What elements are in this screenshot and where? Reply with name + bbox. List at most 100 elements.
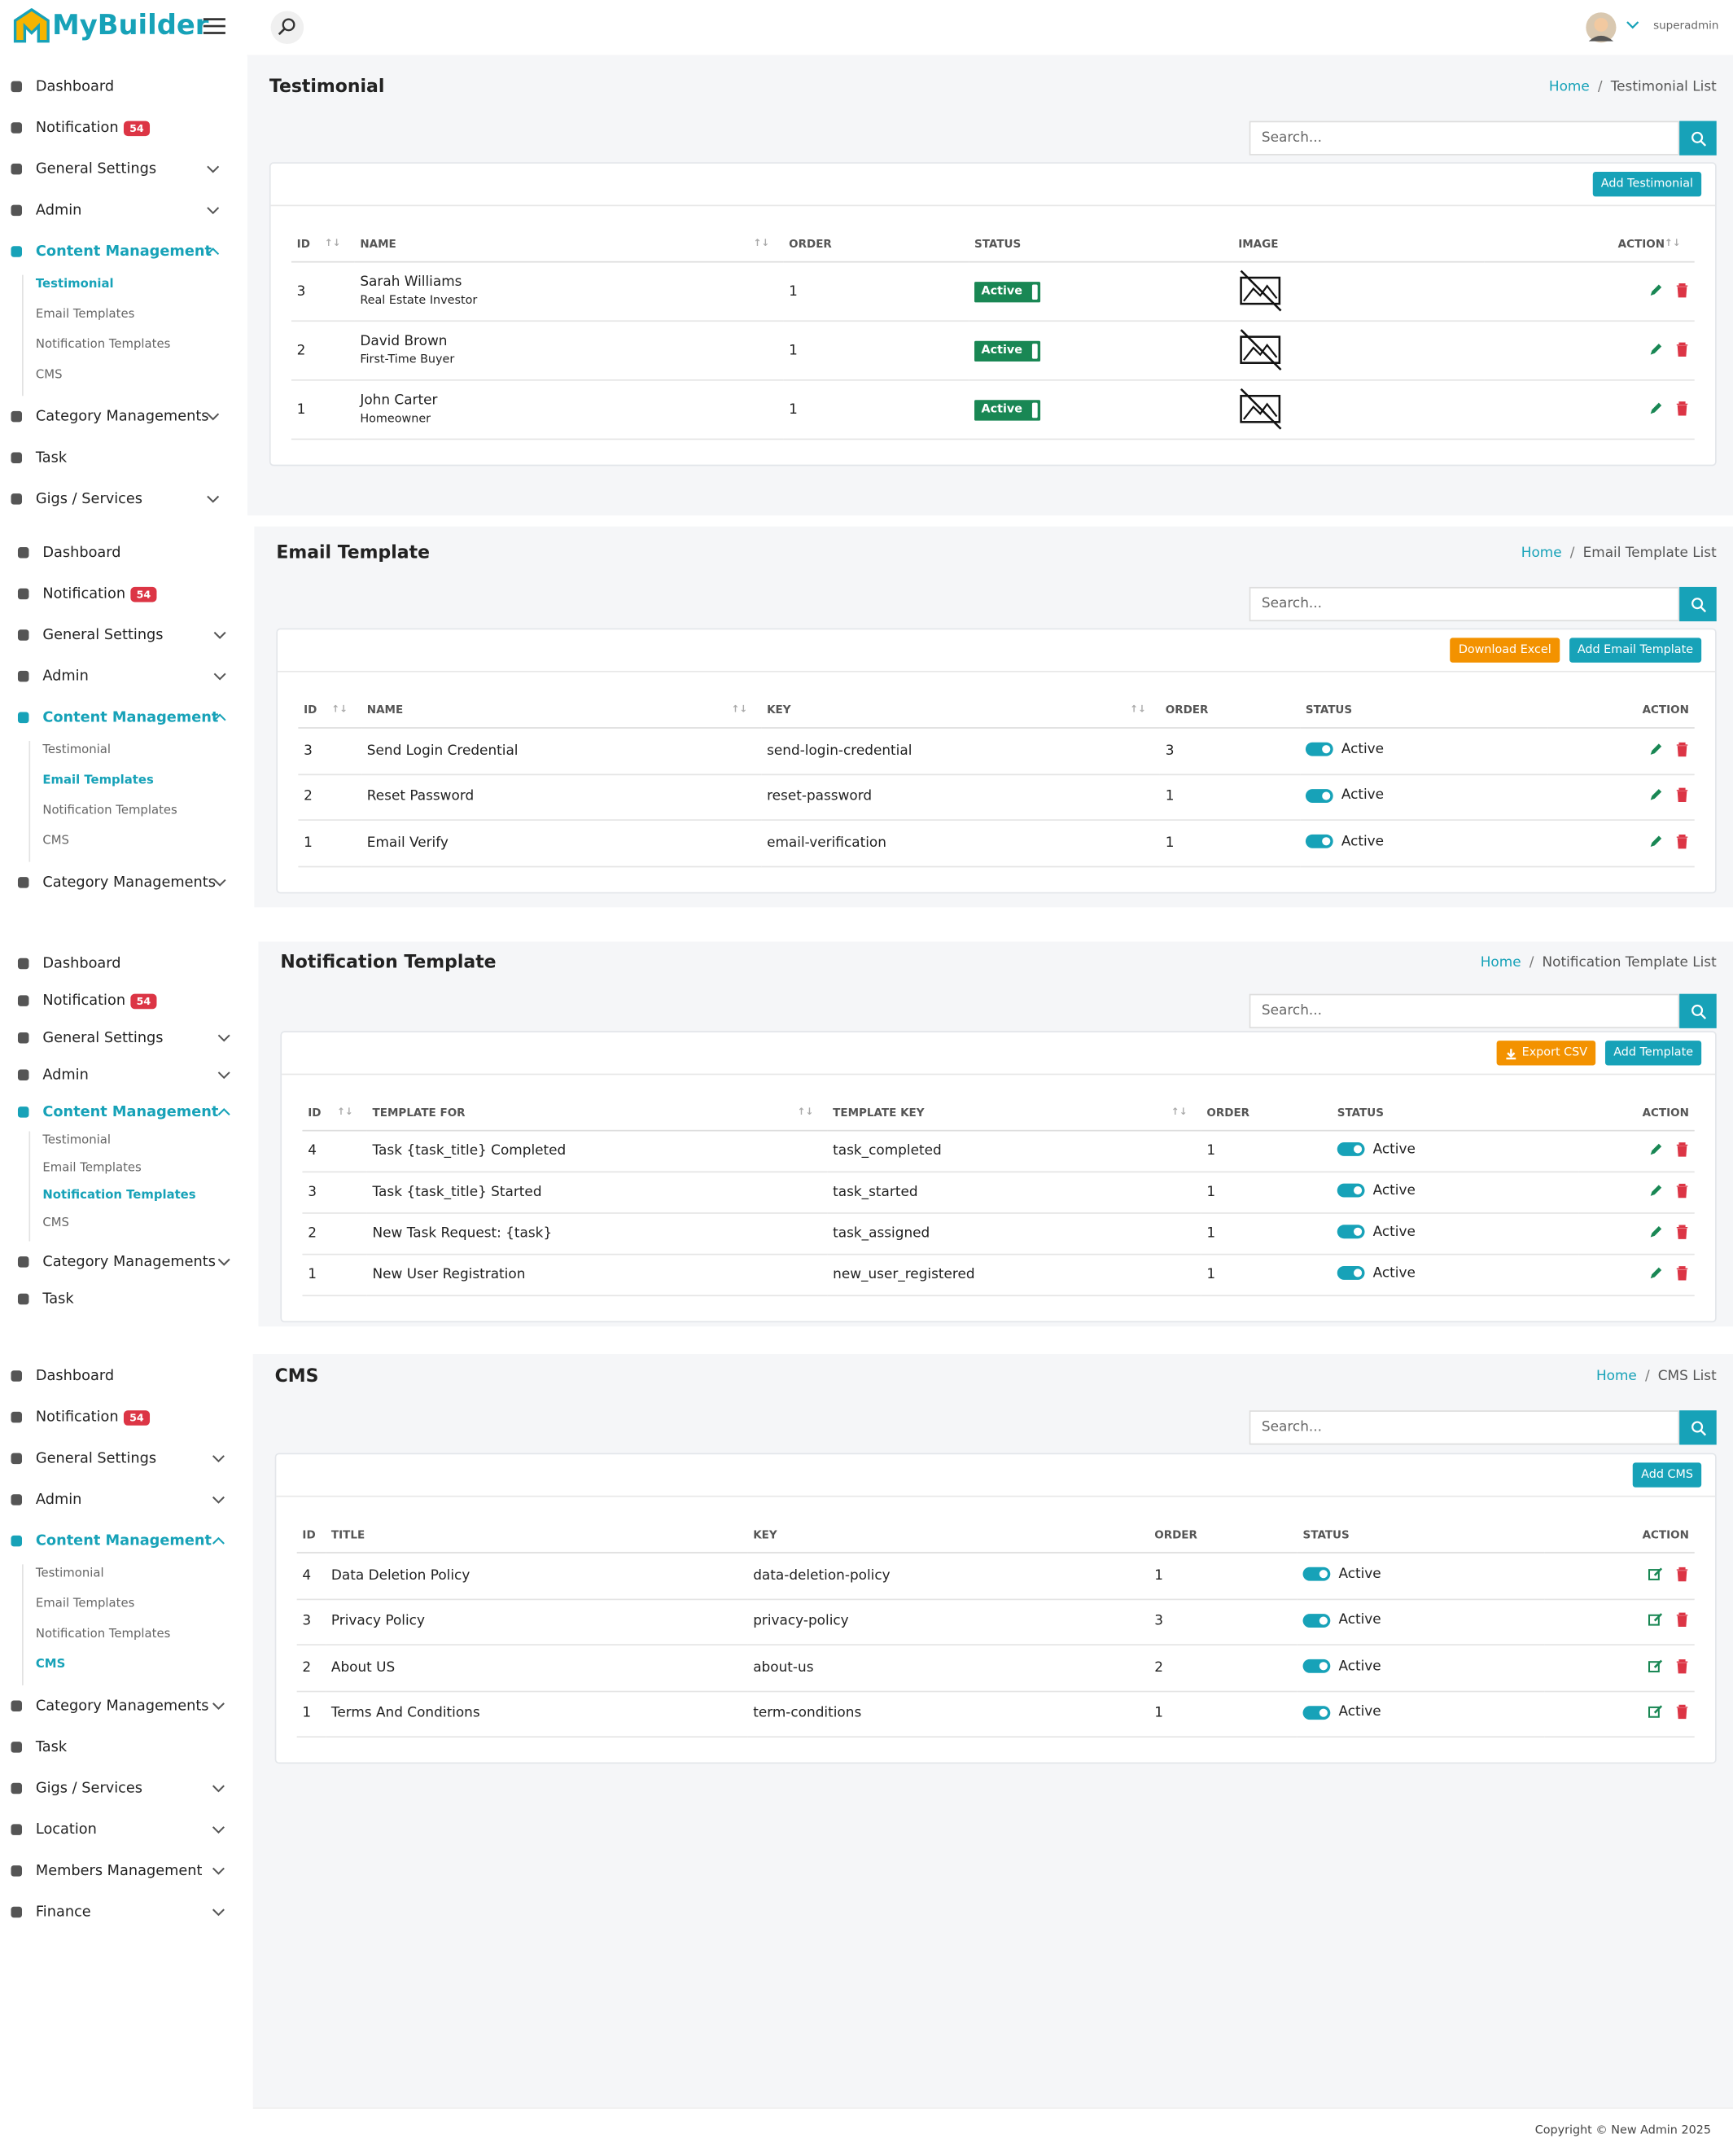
menu-label[interactable]: Admin	[35, 1491, 82, 1509]
submenu-item[interactable]: CMS	[42, 834, 69, 848]
breadcrumb-home[interactable]: Home	[1595, 1369, 1637, 1385]
action-button[interactable]: Add Email Template	[1569, 638, 1702, 663]
toggle-switch[interactable]	[1337, 1142, 1365, 1157]
button-label[interactable]: Download Excel	[1458, 643, 1551, 658]
sidebar-item[interactable]: Finance	[8, 1903, 242, 1922]
sort-icon[interactable]: ↑↓	[1130, 703, 1147, 715]
sidebar-item[interactable]: Task	[15, 1290, 247, 1309]
menu-label[interactable]: Members Management	[35, 1862, 203, 1879]
sidebar-item[interactable]: Category Managements	[8, 1696, 242, 1716]
action-button[interactable]: Add CMS	[1633, 1462, 1702, 1488]
sort-icon[interactable]: ↑↓	[1665, 238, 1681, 249]
menu-label[interactable]: Dashboard	[42, 955, 121, 972]
toggle-switch[interactable]	[1302, 1659, 1331, 1673]
status-toggle[interactable]: Active	[1337, 1183, 1416, 1199]
submenu-item[interactable]: CMS	[35, 1658, 66, 1672]
menu-label[interactable]: Notification	[42, 585, 126, 603]
menu-label[interactable]: Admin	[42, 1067, 89, 1084]
sidebar-item[interactable]: Content Management	[15, 1102, 247, 1122]
toggle-switch[interactable]	[1302, 1613, 1331, 1628]
menu-label[interactable]: Admin	[42, 668, 89, 685]
sidebar-item[interactable]: General Settings	[15, 625, 243, 645]
menu-label[interactable]: Gigs / Services	[35, 490, 143, 507]
action-button[interactable]: Export CSV	[1497, 1041, 1596, 1066]
sidebar-item[interactable]: Category Managements	[8, 407, 236, 427]
edit-icon[interactable]	[1648, 1224, 1663, 1240]
sidebar-item[interactable]: Members Management	[8, 1861, 242, 1881]
menu-label[interactable]: General Settings	[35, 160, 157, 177]
menu-label[interactable]: Category Managements	[35, 408, 209, 425]
menu-label[interactable]: Dashboard	[35, 1367, 115, 1385]
sidebar-item[interactable]: Category Managements	[15, 873, 243, 892]
menu-label[interactable]: Notification	[35, 119, 119, 137]
delete-icon[interactable]	[1674, 1224, 1689, 1240]
sidebar-item[interactable]: Task	[8, 448, 236, 467]
edit-icon[interactable]	[1648, 787, 1663, 803]
toggle-switch[interactable]	[1305, 742, 1333, 756]
edit-icon[interactable]	[1648, 1566, 1663, 1582]
sidebar-item[interactable]: Notification 54	[15, 991, 247, 1010]
submenu-item[interactable]: Notification Templates	[35, 338, 171, 353]
menu-label[interactable]: Content Management	[42, 1103, 219, 1120]
delete-icon[interactable]	[1674, 340, 1689, 357]
button-label[interactable]: Add Testimonial	[1600, 177, 1694, 191]
submenu-item[interactable]: Email Templates	[35, 308, 135, 322]
submenu-item[interactable]: Testimonial	[42, 1133, 112, 1148]
toggle-switch[interactable]	[1337, 1225, 1365, 1239]
delete-icon[interactable]	[1674, 833, 1689, 849]
menu-label[interactable]: Location	[35, 1821, 97, 1838]
sort-icon[interactable]: ↑↓	[337, 1106, 353, 1118]
sidebar-item[interactable]: Category Managements	[15, 1252, 247, 1272]
menu-label[interactable]: Dashboard	[35, 78, 115, 95]
status-badge[interactable]: Active	[974, 399, 1041, 420]
action-button[interactable]: Add Template	[1605, 1041, 1702, 1066]
sidebar-item[interactable]: Admin	[8, 1490, 242, 1510]
sidebar-item[interactable]: Content Management	[8, 1532, 242, 1551]
search-input[interactable]: Search...	[1249, 993, 1680, 1028]
edit-icon[interactable]	[1648, 1611, 1663, 1628]
edit-icon[interactable]	[1648, 1182, 1663, 1199]
status-toggle[interactable]: Active	[1337, 1142, 1416, 1157]
sidebar-item[interactable]: Dashboard	[15, 543, 243, 563]
edit-icon[interactable]	[1648, 1141, 1663, 1157]
sidebar-item[interactable]: Admin	[15, 667, 243, 686]
menu-label[interactable]: Gigs / Services	[35, 1780, 143, 1797]
search-button[interactable]	[1679, 1410, 1717, 1445]
button-label[interactable]: Add CMS	[1641, 1468, 1694, 1483]
menu-label[interactable]: Category Managements	[35, 1698, 209, 1715]
sort-icon[interactable]: ↑↓	[1171, 1106, 1188, 1118]
sidebar-item[interactable]: Admin	[8, 200, 236, 220]
toggle-switch[interactable]	[1302, 1705, 1331, 1720]
submenu-item[interactable]: Notification Templates	[35, 1627, 171, 1641]
delete-icon[interactable]	[1674, 1611, 1689, 1628]
status-toggle[interactable]: Active	[1337, 1266, 1416, 1281]
delete-icon[interactable]	[1674, 1141, 1689, 1157]
status-badge[interactable]: Active	[974, 281, 1041, 302]
edit-icon[interactable]	[1648, 833, 1663, 849]
search-button[interactable]	[1679, 586, 1717, 622]
menu-label[interactable]: Category Managements	[42, 1253, 216, 1271]
sidebar-item[interactable]: Dashboard	[15, 954, 247, 974]
sidebar-item[interactable]: Location	[8, 1820, 242, 1839]
delete-icon[interactable]	[1674, 1658, 1689, 1674]
action-button[interactable]: Download Excel	[1450, 638, 1560, 663]
sidebar-item[interactable]: Content Management	[15, 708, 243, 727]
menu-label[interactable]: Task	[42, 1291, 74, 1308]
edit-icon[interactable]	[1648, 399, 1663, 415]
menu-label[interactable]: General Settings	[42, 1029, 164, 1046]
edit-icon[interactable]	[1648, 1264, 1663, 1281]
sort-icon[interactable]: ↑↓	[324, 238, 341, 249]
sidebar-item[interactable]: Notification 54	[8, 118, 236, 138]
menu-label[interactable]: Notification	[35, 1409, 119, 1426]
sort-icon[interactable]: ↑↓	[331, 703, 348, 715]
avatar[interactable]	[1585, 11, 1618, 45]
edit-icon[interactable]	[1648, 340, 1663, 357]
toggle-switch[interactable]	[1302, 1567, 1331, 1581]
action-button[interactable]: Add Testimonial	[1592, 172, 1702, 197]
submenu-item[interactable]: Testimonial	[35, 1567, 104, 1581]
submenu-item[interactable]: CMS	[42, 1216, 69, 1231]
status-toggle[interactable]: Active	[1302, 1567, 1381, 1581]
sidebar-item[interactable]: Notification 54	[8, 1408, 242, 1427]
breadcrumb-home[interactable]: Home	[1548, 79, 1590, 95]
submenu-item[interactable]: Testimonial	[42, 743, 112, 758]
